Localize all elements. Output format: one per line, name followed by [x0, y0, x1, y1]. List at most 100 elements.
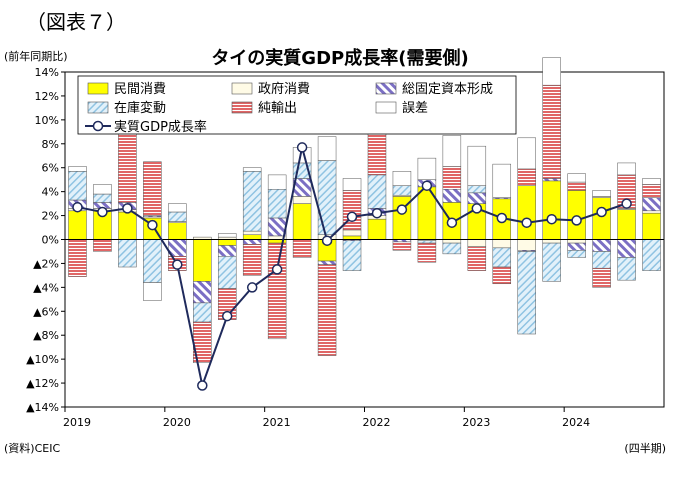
y-tick-label: 10%: [35, 114, 59, 127]
bar-inventory-2022Q2: [392, 185, 412, 196]
gdp-point-2023Q1: [471, 203, 483, 214]
bar-discrepancy-2022Q2: [392, 171, 412, 186]
y-tick-label: 2%: [42, 210, 59, 223]
gdp-point-2021Q4: [346, 211, 358, 223]
y-tick-label: ▲8%: [33, 329, 59, 342]
bar-private-2024Q2: [592, 197, 611, 240]
bar-net_exports-2020Q4: [242, 244, 262, 276]
gdp-point-2019Q3: [122, 203, 133, 214]
legend-swatch-discrepancy: [375, 101, 397, 114]
legend-line-marker: [92, 120, 104, 132]
bar-discrepancy-2023Q1: [467, 145, 487, 186]
gdp-point-2022Q1: [371, 207, 383, 219]
unit-label: (前年同期比): [4, 50, 68, 63]
gdp-point-2021Q1: [271, 264, 283, 275]
legend-swatch-inventory: [87, 101, 109, 114]
bar-discrepancy-2024Q4: [642, 178, 661, 185]
y-tick-label: ▲2%: [33, 257, 59, 270]
legend-label-private: 民間消費: [114, 82, 166, 97]
gdp-point-2020Q3: [221, 310, 233, 322]
bar-net_exports-2019Q1: [68, 239, 87, 277]
bar-inventory-2023Q2: [492, 247, 512, 268]
bar-gfcf-2021Q1: [267, 217, 287, 237]
bar-gfcf-2024Q3: [617, 239, 636, 258]
gdp-point-2020Q1: [172, 259, 183, 270]
x-year-label-2021: 2021: [263, 416, 291, 429]
figure-label: （図表７）: [26, 10, 126, 34]
gdp-point-2019Q1: [72, 201, 83, 213]
y-tick-label: 6%: [42, 162, 59, 175]
bar-private-2022Q1: [367, 218, 387, 240]
bar-inventory-2021Q3: [317, 160, 337, 235]
bar-discrepancy-2024Q3: [617, 162, 636, 176]
period-note: (四半期): [624, 442, 666, 455]
bar-discrepancy-2023Q4: [542, 57, 561, 86]
bar-inventory-2019Q4: [143, 239, 162, 283]
bar-net_exports-2021Q2: [292, 239, 312, 258]
bar-net_exports-2023Q1: [467, 246, 487, 271]
bar-inventory-2020Q3: [217, 256, 237, 289]
bar-inventory-2019Q2: [93, 193, 112, 203]
x-year-label-2019: 2019: [63, 416, 91, 429]
bar-net_exports-2023Q4: [542, 84, 561, 179]
legend-box: [77, 75, 517, 135]
bar-private-2021Q4: [342, 235, 362, 240]
bar-government-2021Q2: [292, 196, 312, 204]
bar-discrepancy-2024Q1: [567, 173, 586, 183]
bar-inventory-2023Q3: [517, 251, 536, 335]
bar-inventory-2023Q1: [467, 185, 487, 194]
legend-label-gdp: 実質GDP成長率: [114, 119, 207, 135]
bar-net_exports-2024Q2: [592, 267, 611, 288]
bar-gfcf-2022Q4: [442, 189, 462, 203]
bar-inventory-2019Q3: [118, 239, 137, 268]
bar-inventory-2024Q2: [592, 251, 611, 269]
bar-gfcf-2024Q1: [567, 242, 586, 251]
legend-label-discrepancy: 誤差: [402, 100, 428, 116]
bar-private-2024Q1: [567, 190, 586, 240]
bar-gfcf-2020Q4: [242, 239, 262, 245]
x-year-label-2024: 2024: [562, 416, 590, 429]
bar-net_exports-2022Q2: [392, 241, 412, 251]
bar-net_exports-2019Q2: [93, 239, 112, 252]
bar-inventory-2022Q3: [417, 240, 437, 244]
gdp-point-2021Q3: [321, 235, 333, 246]
bar-government-2021Q4: [342, 229, 362, 237]
bar-net_exports-2022Q4: [442, 166, 462, 190]
y-tick-label: 0%: [42, 234, 59, 247]
bar-government-2023Q2: [492, 239, 512, 249]
bar-inventory-2021Q4: [342, 240, 362, 271]
bar-net_exports-2021Q1: [267, 242, 287, 340]
gdp-point-2024Q2: [596, 206, 607, 218]
bar-net_exports-2021Q3: [317, 264, 337, 356]
legend-swatch-government: [231, 82, 253, 95]
legend-label-inventory: 在庫変動: [114, 100, 166, 116]
bar-government-2024Q1: [567, 239, 586, 244]
legend-swatch-net_exports: [231, 101, 253, 114]
gdp-point-2022Q2: [396, 204, 408, 215]
gdp-point-2024Q1: [571, 215, 582, 226]
bar-private-2020Q3: [217, 239, 237, 246]
gdp-point-2023Q2: [496, 212, 508, 224]
bar-gfcf-2023Q1: [467, 192, 487, 204]
bar-discrepancy-2021Q1: [267, 174, 287, 190]
bar-gfcf-2020Q3: [217, 245, 237, 257]
y-tick-label: ▲6%: [33, 305, 59, 318]
bar-net_exports-2019Q4: [143, 161, 162, 216]
bar-discrepancy-2019Q1: [68, 166, 87, 172]
x-year-label-2020: 2020: [163, 416, 191, 429]
y-tick-label: 14%: [35, 66, 59, 79]
y-tick-label: ▲12%: [26, 377, 59, 390]
bar-discrepancy-2019Q2: [93, 184, 112, 195]
x-year-label-2023: 2023: [462, 416, 490, 429]
y-tick-label: ▲4%: [33, 281, 59, 294]
bar-net_exports-2022Q3: [417, 242, 437, 263]
bar-government-2024Q4: [642, 210, 661, 214]
bar-private-2019Q3: [118, 211, 137, 240]
y-tick-label: ▲10%: [26, 353, 59, 366]
legend-swatch-gfcf: [375, 82, 397, 95]
bar-discrepancy-2022Q3: [417, 157, 437, 180]
bar-government-2023Q1: [467, 239, 487, 247]
bar-net_exports-2023Q2: [492, 266, 512, 285]
bar-discrepancy-2020Q4: [242, 167, 262, 172]
